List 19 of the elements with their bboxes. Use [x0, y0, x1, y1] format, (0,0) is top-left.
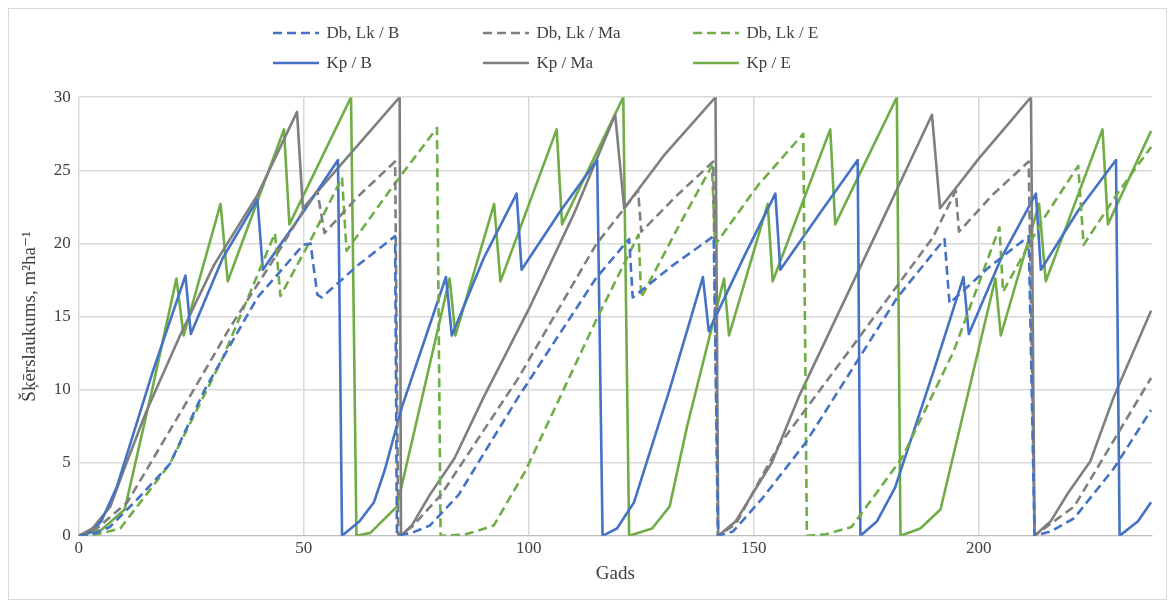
legend-label: Kp / E: [746, 53, 791, 73]
y-tick-label: 5: [62, 452, 71, 472]
x-tick-label: 50: [295, 538, 313, 558]
legend-label: Db, Lk / B: [326, 23, 400, 43]
y-tick-label: 20: [53, 232, 71, 252]
y-tick-label: 30: [53, 86, 71, 106]
x-tick-label: 100: [516, 538, 542, 558]
x-axis-title: Gads: [595, 561, 635, 583]
legend-label: Kp / B: [326, 53, 372, 73]
legend-label: Db, Lk / Ma: [536, 23, 621, 43]
y-tick-label: 25: [53, 159, 71, 179]
legend-label: Kp / Ma: [536, 53, 594, 73]
x-tick-label: 200: [966, 538, 992, 558]
y-tick-label: 10: [53, 379, 71, 399]
legend-label: Db, Lk / E: [746, 23, 819, 43]
y-axis-title: Šķērslaukums, m²ha⁻¹: [18, 231, 40, 402]
x-tick-label: 150: [741, 538, 767, 558]
y-tick-label: 15: [53, 305, 71, 325]
y-tick-label: 0: [62, 525, 71, 545]
